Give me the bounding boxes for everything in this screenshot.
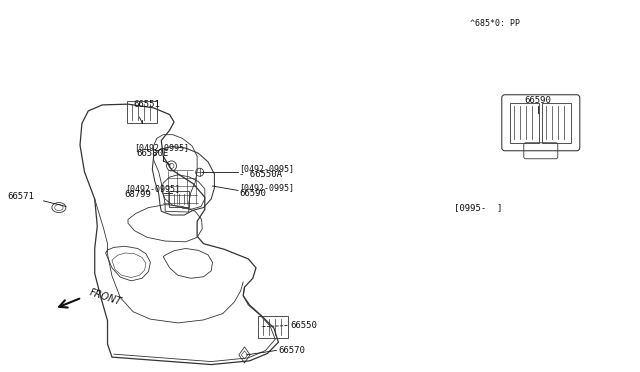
Text: FRONT: FRONT [88, 287, 123, 307]
Text: [0492-0995]: [0492-0995] [125, 184, 180, 193]
Text: 66571: 66571 [8, 192, 35, 201]
Text: [0492-0995]: [0492-0995] [239, 183, 294, 192]
Text: [0492-0995]: [0492-0995] [239, 164, 294, 173]
Text: 68799: 68799 [125, 190, 152, 199]
Text: - 66550A: - 66550A [239, 170, 282, 179]
Text: 66580E: 66580E [136, 149, 168, 158]
Text: 66551: 66551 [133, 100, 160, 109]
Text: 66570: 66570 [278, 346, 305, 355]
Text: [0492-0995]: [0492-0995] [134, 144, 189, 153]
Text: [0995-  ]: [0995- ] [454, 203, 503, 212]
Text: ^685*0: PP: ^685*0: PP [470, 19, 520, 28]
Text: 66550: 66550 [290, 321, 317, 330]
Text: 66590: 66590 [524, 96, 551, 105]
Text: 66590: 66590 [239, 189, 266, 198]
